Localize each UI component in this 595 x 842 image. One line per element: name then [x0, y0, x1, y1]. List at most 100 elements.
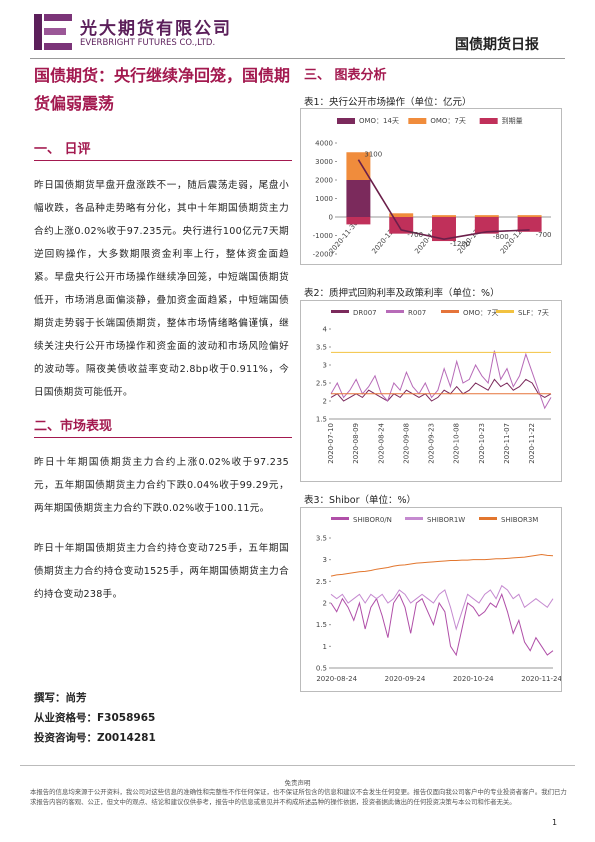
x-tick-label: 2020-09-24 — [385, 675, 426, 683]
y-tick-label: 3 — [323, 362, 327, 370]
y-tick-label: 4 — [323, 326, 328, 334]
x-tick-label: 2020-08-09 — [352, 423, 360, 464]
legend-label: 到期量 — [502, 117, 523, 125]
y-tick-label: -2000 — [313, 251, 333, 259]
chart: OMO：14天 OMO：7天 到期量 -2000 -1000 0 1000 2000 3000 4… — [300, 108, 562, 265]
legend-swatch — [408, 118, 427, 124]
legend-label: SLF：7天 — [518, 309, 549, 317]
data-label: -700 — [407, 231, 423, 239]
data-label: 3100 — [364, 151, 382, 159]
y-tick-label: 2.5 — [316, 578, 327, 586]
x-tick-label: 2020-10-23 — [478, 423, 486, 464]
company-en: EVERBRIGHT FUTURES CO.,LTD. — [80, 38, 216, 48]
disclaimer-title: 免责声明 — [284, 779, 311, 787]
bar — [432, 217, 456, 242]
legend-label: R007 — [408, 309, 426, 317]
y-tick-label: 3 — [323, 556, 327, 564]
y-tick-label: 1000 — [315, 195, 333, 203]
chart-caption: 表1：央行公开市场操作（单位：亿元） — [304, 97, 472, 108]
legend-label: DR007 — [353, 309, 377, 317]
bar — [517, 217, 542, 232]
line-series — [357, 159, 530, 241]
header-rule — [30, 58, 565, 59]
data-label: -1200 — [450, 240, 470, 248]
legend-swatch — [496, 310, 514, 313]
bar — [474, 215, 499, 217]
disclaimer-text: 本报告的信息均来源于公开资料，我公司对这些信息的准确性和完整性不作任何保证，也不… — [30, 788, 567, 806]
section-heading: 二、市场表现 — [34, 415, 292, 438]
y-tick-label: 1.5 — [316, 416, 327, 424]
y-tick-label: 2000 — [315, 177, 333, 185]
author-line: 从业资格号：F3058965 — [34, 712, 156, 724]
y-tick-label: 0 — [329, 214, 333, 222]
legend-label: OMO：14天 — [359, 117, 399, 125]
line-series — [330, 592, 554, 657]
paragraph: 昨日十年期国债期货主力合约上涨0.02%收于97.235元，五年期国债期货主力合… — [34, 457, 289, 514]
y-tick-label: 3.5 — [316, 344, 327, 352]
legend-swatch — [405, 517, 423, 520]
x-tick-label: 2020-10-08 — [453, 423, 461, 464]
legend-label: SHIBOR0/N — [353, 516, 392, 524]
line-series — [330, 553, 554, 577]
legend-label: OMO：7天 — [430, 117, 466, 125]
data-label: -800 — [493, 233, 509, 241]
legend-swatch — [331, 517, 349, 520]
authors: 撰写：尚芳 从业资格号：F3058965 投资咨询号：Z0014281 — [34, 688, 156, 748]
x-tick-label: 2020-09-23 — [428, 423, 436, 464]
chart: DR007 R007 OMO：7天 SLF：7天 1.5 2 2.5 3 3.5 4 2020-07… — [300, 300, 562, 482]
legend-swatch — [331, 310, 349, 313]
paragraph: 昨日十年期国债期货主力合约持仓变动725手，五年期国债期货主力合约持仓变动152… — [34, 543, 289, 600]
charts-heading: 三、 图表分析 — [304, 68, 387, 83]
y-tick-label: 2 — [323, 600, 327, 608]
paragraph: 昨日国债期货早盘开盘涨跌不一，随后震荡走弱，尾盘小幅收跌，各品种走势略有分化，其… — [34, 180, 289, 398]
report-name: 国债期货日报 — [455, 37, 539, 53]
bar — [346, 217, 371, 225]
chart-caption: 表3：Shibor（单位：%） — [304, 495, 417, 506]
x-tick-label: 2020-08-24 — [316, 675, 357, 683]
y-tick-label: 1.5 — [316, 621, 327, 629]
x-tick-label: 2020-10-24 — [453, 675, 494, 683]
x-tick-label: 2020-11-07 — [503, 423, 511, 464]
legend-swatch — [337, 118, 355, 124]
data-label: -700 — [536, 231, 552, 239]
x-tick-label: 2020-08-24 — [377, 422, 385, 463]
y-tick-label: 0.5 — [316, 665, 327, 673]
y-tick-label: 4000 — [315, 140, 333, 148]
legend-label: OMO：7天 — [463, 309, 499, 317]
bar — [389, 213, 414, 217]
author-line: 投资咨询号：Z0014281 — [34, 732, 156, 744]
bar — [346, 152, 371, 180]
bar — [346, 180, 371, 217]
y-tick-label: -1000 — [313, 232, 333, 240]
section-heading: 一、 日评 — [34, 138, 292, 161]
page-number: 1 — [552, 818, 558, 827]
y-tick-label: 3000 — [315, 158, 333, 166]
logo — [34, 14, 72, 50]
y-tick-label: 2.5 — [316, 380, 327, 388]
chart: SHIBOR0/N SHIBOR1W SHIBOR3M 0.5 1 1.5 2 2.5 3 3.5… — [300, 507, 562, 692]
legend-label: SHIBOR1W — [427, 516, 465, 524]
x-tick-label: 2020-11-24 — [521, 675, 562, 683]
x-tick-label: 2020-09-08 — [402, 423, 410, 464]
y-tick-label: 1 — [323, 643, 327, 651]
legend-swatch — [441, 310, 459, 313]
line-series — [330, 350, 552, 410]
line-series — [330, 584, 554, 631]
article-title: 国债期货：央行继续净回笼，国债期货偏弱震荡 — [34, 66, 291, 113]
legend-swatch — [386, 310, 404, 313]
company-cn: 光大期货有限公司 — [80, 19, 232, 39]
y-tick-label: 2 — [323, 398, 327, 406]
legend-swatch — [479, 517, 497, 520]
footer-rule — [20, 765, 575, 766]
bar — [474, 217, 499, 234]
chart-caption: 表2：质押式回购利率及政策利率（单位：%） — [304, 288, 500, 299]
legend-label: SHIBOR3M — [501, 516, 538, 524]
bar — [432, 215, 456, 217]
author-line: 撰写：尚芳 — [34, 692, 87, 704]
x-tick-label: 2020-11-22 — [528, 423, 536, 464]
y-tick-label: 3.5 — [316, 535, 327, 543]
bar — [517, 215, 542, 217]
x-tick-label: 2020-07-10 — [327, 423, 335, 464]
line-series — [330, 378, 552, 402]
